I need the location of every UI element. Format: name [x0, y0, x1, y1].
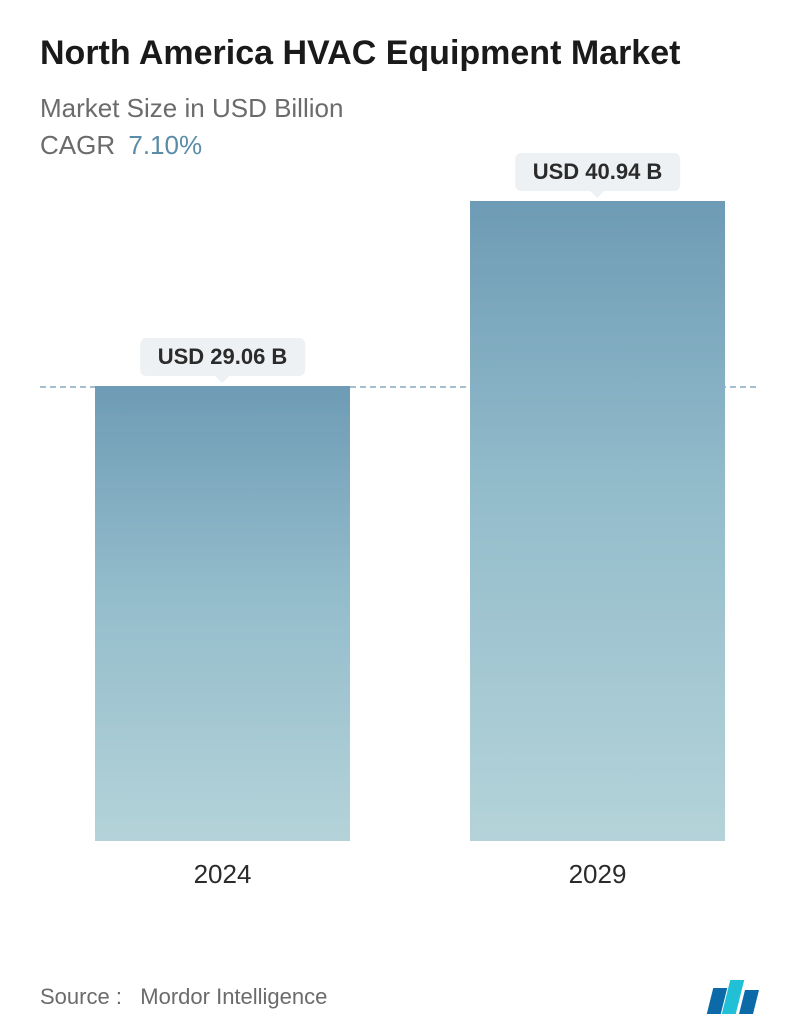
x-label-2024: 2024: [194, 859, 252, 890]
mordor-logo-icon: [710, 980, 756, 1014]
cagr-value: 7.10%: [128, 130, 202, 160]
source-label: Source :: [40, 984, 122, 1009]
bar-fill: [470, 201, 725, 841]
x-label-2029: 2029: [569, 859, 627, 890]
value-badge-2024: USD 29.06 B: [140, 338, 306, 376]
page-title: North America HVAC Equipment Market: [40, 32, 756, 75]
logo-bar: [739, 990, 759, 1014]
x-axis-labels: 2024 2029: [40, 841, 756, 901]
chart-area: USD 29.06 B USD 40.94 B 2024 2029: [40, 201, 756, 971]
source-text: Source : Mordor Intelligence: [40, 984, 327, 1010]
bar-fill: [95, 386, 350, 840]
source-name: Mordor Intelligence: [140, 984, 327, 1009]
subtitle: Market Size in USD Billion: [40, 93, 756, 124]
bar-2024: USD 29.06 B: [95, 386, 350, 840]
infographic-container: North America HVAC Equipment Market Mark…: [0, 0, 796, 1034]
bar-plot: USD 29.06 B USD 40.94 B: [40, 201, 756, 841]
footer: Source : Mordor Intelligence: [40, 970, 756, 1014]
cagr-label: CAGR: [40, 130, 115, 160]
value-badge-2029: USD 40.94 B: [515, 153, 681, 191]
bar-2029: USD 40.94 B: [470, 201, 725, 841]
